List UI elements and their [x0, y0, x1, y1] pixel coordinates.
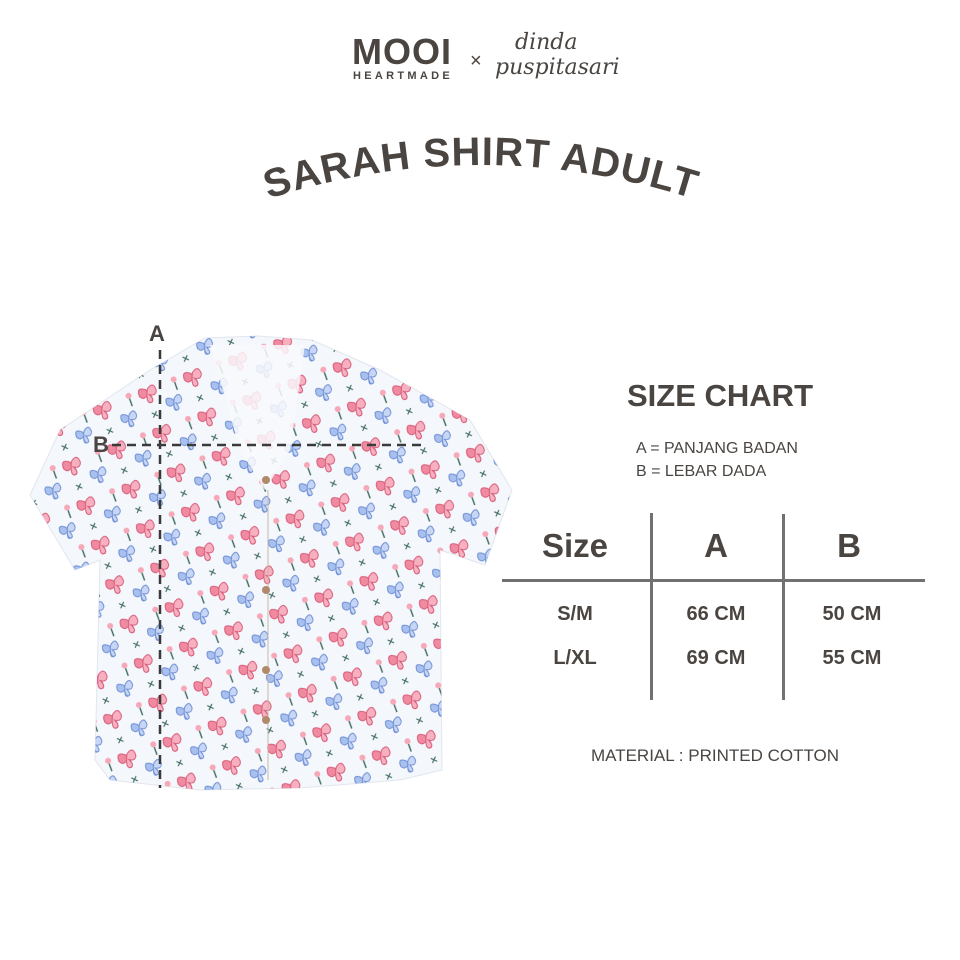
header-b: B: [837, 527, 861, 564]
table-divider: [650, 513, 653, 700]
material-note: MATERIAL : PRINTED COTTON: [590, 746, 840, 765]
row-1-size: S/M: [557, 603, 593, 625]
row-2-size: L/XL: [553, 647, 597, 669]
product-title-text: SARAH SHIRT ADULT: [258, 130, 703, 208]
header-size: Size: [541, 527, 609, 564]
brand-logo: MOOI: [352, 31, 452, 72]
header-a: A: [704, 527, 728, 564]
shirt-illustration: [29, 335, 513, 791]
collab-separator: ×: [470, 50, 482, 72]
collab-signature: dinda puspitasari: [495, 30, 620, 80]
row-1-b: 50 CM: [822, 603, 882, 625]
collab-line-2: puspitasari: [495, 55, 620, 80]
table-divider: [782, 514, 785, 700]
row-1-a: 66 CM: [686, 603, 746, 625]
shirt-buttons: [262, 476, 270, 724]
legend-b: B = LEBAR DADA: [636, 463, 767, 480]
measure-b-label: B: [93, 432, 109, 457]
legend-a: A = PANJANG BADAN: [636, 440, 798, 457]
size-chart-title: SIZE CHART: [627, 378, 813, 413]
svg-text:SARAH SHIRT ADULT: SARAH SHIRT ADULT: [258, 130, 704, 208]
collab-line-1: dinda: [515, 30, 578, 55]
table-header-divider: [502, 579, 925, 582]
brand-sub: HEARTMADE: [353, 70, 453, 82]
row-2-b: 55 CM: [822, 647, 882, 669]
row-2-a: 69 CM: [686, 647, 746, 669]
product-title: SARAH SHIRT ADULT: [258, 130, 704, 208]
measure-a-label: A: [149, 321, 165, 346]
